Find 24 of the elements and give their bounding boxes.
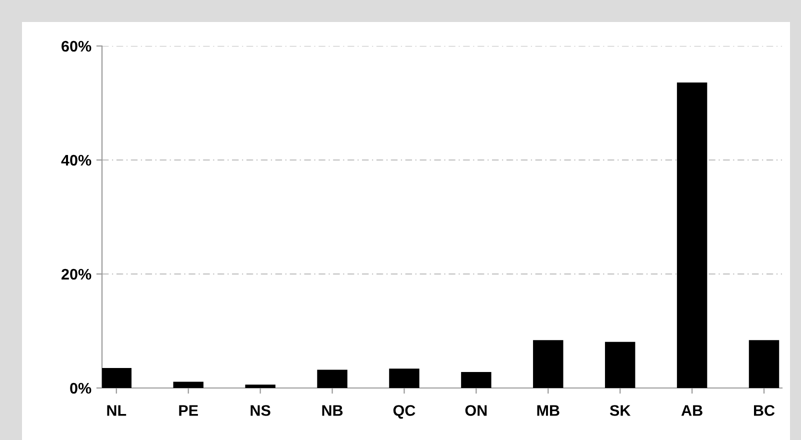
x-tick-label: PE [179,405,198,416]
x-tick-label: AB [681,405,702,416]
bar [461,372,492,388]
x-tick-label: NL [107,405,126,416]
y-tick-label: 20% [62,268,92,280]
x-tick-label: MB [537,405,560,416]
bar [389,368,420,388]
x-tick-label: SK [610,405,631,416]
y-tick-label: 60% [62,40,92,52]
y-tick-label: 40% [61,154,92,166]
x-tick-label: NS [250,405,270,416]
bar [748,340,780,388]
x-tick-label: NB [322,405,343,416]
bar [245,384,276,388]
x-tick-label: ON [465,405,487,416]
x-tick-label: BC [754,405,775,416]
bar [604,342,636,388]
y-tick-label: 0% [70,382,92,394]
bar [102,368,132,388]
bar [533,340,564,388]
bar [317,370,348,388]
bar [173,382,204,388]
bar [676,82,708,388]
x-tick-label: QC [393,405,416,419]
